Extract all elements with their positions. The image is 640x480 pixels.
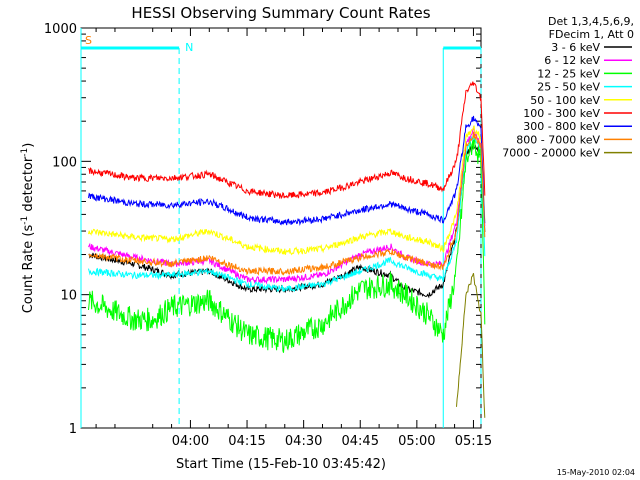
y-tick-label: 1: [69, 422, 77, 437]
legend-label-8: 7000 - 20000 keV: [502, 147, 600, 160]
legend-label-7: 800 - 7000 keV: [516, 133, 600, 146]
series-line-1: [88, 125, 486, 285]
y-tick-label: 1000: [44, 22, 77, 37]
legend-label-4: 50 - 100 keV: [530, 94, 600, 107]
x-tick-label: 04:30: [285, 434, 322, 449]
legend-header-line-1: Det 1,3,4,5,6,9,: [548, 15, 634, 28]
legend-label-2: 12 - 25 keV: [537, 67, 600, 80]
series-line-4: [88, 125, 486, 256]
series-line-7: [88, 131, 486, 276]
legend-label-5: 100 - 300 keV: [523, 107, 600, 120]
x-tick-label: 04:00: [172, 434, 209, 449]
y-tick-label: 100: [52, 155, 77, 170]
x-tick-label: 05:15: [455, 434, 492, 449]
x-tick-label: 04:45: [342, 434, 379, 449]
footer-timestamp: 15-May-2010 02:04: [557, 468, 635, 477]
series-line-6: [88, 115, 486, 226]
legend-label-6: 300 - 800 keV: [523, 120, 600, 133]
legend-header-line-2: FDecim 1, Att 0: [549, 28, 634, 41]
plot-frame: [80, 27, 482, 429]
y-tick-label: 10: [60, 289, 77, 304]
night-interval-label: N: [185, 41, 193, 54]
legend: Det 1,3,4,5,6,9, FDecim 1, Att 0 3 - 6 k…: [502, 15, 634, 160]
legend-label-1: 6 - 12 keV: [544, 54, 600, 67]
chart-title: HESSI Observing Summary Count Rates: [131, 4, 430, 22]
legend-label-0: 3 - 6 keV: [551, 41, 600, 54]
plot-area: 1 10 100 1000 04:00 04:15 04:30 04:45 05:00 05:15…: [44, 22, 492, 449]
series-line-2: [88, 135, 486, 353]
y-axis-label: Count Rate (s-1 detector-1): [20, 143, 36, 314]
series-line-5: [88, 81, 486, 200]
saa-interval-label: S: [85, 34, 92, 47]
x-tick-label: 04:15: [228, 434, 265, 449]
x-axis-label: Start Time (15-Feb-10 03:45:42): [176, 457, 386, 472]
series-line-3: [88, 135, 486, 293]
series-line-8: [456, 273, 486, 418]
x-tick-label: 05:00: [398, 434, 435, 449]
legend-label-3: 25 - 50 keV: [537, 81, 600, 94]
